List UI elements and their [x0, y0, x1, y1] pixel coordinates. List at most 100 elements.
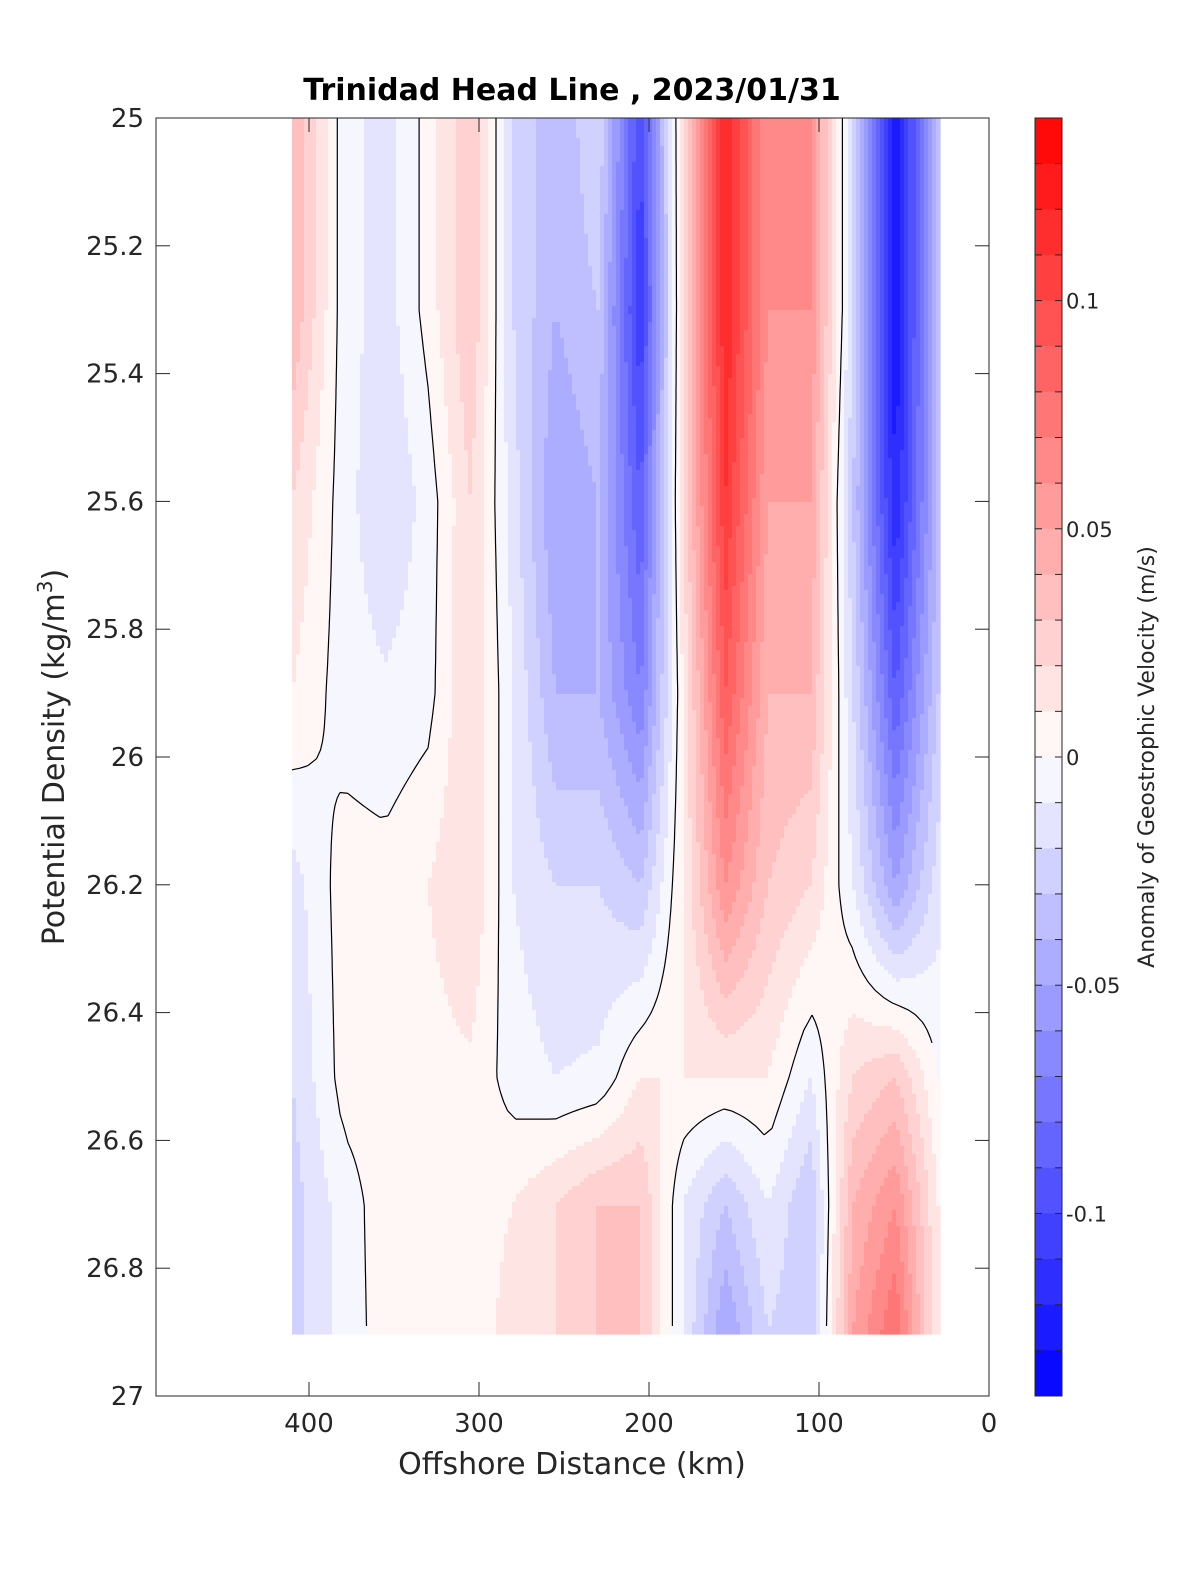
contour-cell: [408, 118, 413, 123]
contour-cell: [376, 202, 381, 207]
contour-cell: [672, 170, 677, 175]
contour-cell: [800, 158, 805, 163]
contour-cell: [568, 202, 573, 207]
contour-cell: [912, 182, 917, 187]
contour-cell: [364, 122, 369, 127]
contour-cell: [336, 214, 341, 219]
contour-cell: [752, 218, 757, 223]
contour-cell: [612, 238, 617, 243]
contour-cell: [708, 178, 713, 183]
contour-cell: [680, 198, 685, 203]
contour-cell: [536, 178, 541, 183]
contour-cell: [936, 134, 941, 139]
contour-cell: [444, 194, 449, 199]
contour-cell: [756, 150, 761, 155]
contour-cell: [868, 122, 873, 127]
contour-cell: [344, 126, 349, 131]
contour-cell: [328, 190, 333, 195]
contour-cell: [332, 178, 337, 183]
contour-cell: [536, 214, 541, 219]
contour-cell: [748, 182, 753, 187]
contour-cell: [416, 182, 421, 187]
contour-cell: [876, 118, 881, 123]
contour-cell: [808, 222, 813, 227]
contour-cell: [828, 218, 833, 223]
contour-cell: [876, 134, 881, 139]
contour-cell: [616, 166, 621, 171]
contour-cell: [796, 166, 801, 171]
contour-cell: [316, 162, 321, 167]
contour-cell: [748, 230, 753, 235]
contour-cell: [804, 226, 809, 231]
contour-cell: [740, 138, 745, 143]
contour-cell: [356, 178, 361, 183]
contour-cell: [396, 190, 401, 195]
contour-cell: [932, 214, 937, 219]
contour-cell: [720, 198, 725, 203]
contour-cell: [416, 146, 421, 151]
contour-cell: [428, 202, 433, 207]
contour-cell: [420, 198, 425, 203]
contour-cell: [724, 210, 729, 215]
contour-cell: [768, 126, 773, 131]
contour-cell: [900, 174, 905, 179]
contour-cell: [640, 130, 645, 135]
contour-cell: [864, 134, 869, 139]
contour-cell: [412, 234, 417, 239]
contour-cell: [688, 190, 693, 195]
contour-cell: [464, 218, 469, 223]
contour-cell: [460, 222, 465, 227]
contour-cell: [548, 190, 553, 195]
contour-cell: [396, 210, 401, 215]
contour-cell: [728, 214, 733, 219]
contour-cell: [916, 194, 921, 199]
contour-cell: [604, 142, 609, 147]
contour-cell: [564, 238, 569, 243]
contour-cell: [380, 134, 385, 139]
contour-cell: [864, 210, 869, 215]
contour-cell: [432, 146, 437, 151]
contour-cell: [528, 218, 533, 223]
contour-cell: [492, 162, 497, 167]
contour-cell: [432, 118, 437, 123]
contour-cell: [296, 218, 301, 223]
contour-cell: [496, 198, 501, 203]
contour-cell: [836, 218, 841, 223]
contour-cell: [540, 130, 545, 135]
contour-cell: [640, 202, 645, 207]
contour-cell: [692, 182, 697, 187]
contour-cell: [620, 206, 625, 211]
contour-cell: [416, 218, 421, 223]
contour-cell: [572, 122, 577, 127]
contour-cell: [632, 146, 637, 151]
contour-cell: [912, 126, 917, 131]
contour-cell: [820, 198, 825, 203]
contour-cell: [672, 214, 677, 219]
contour-cell: [928, 206, 933, 211]
contour-cell: [836, 234, 841, 239]
contour-cell: [896, 178, 901, 183]
contour-cell: [480, 210, 485, 215]
contour-cell: [356, 214, 361, 219]
contour-cell: [852, 194, 857, 199]
contour-cell: [480, 226, 485, 231]
contour-cell: [364, 154, 369, 159]
contour-cell: [880, 190, 885, 195]
contour-cell: [304, 174, 309, 179]
contour-cell: [704, 226, 709, 231]
contour-cell: [912, 170, 917, 175]
contour-cell: [592, 146, 597, 151]
contour-cell: [884, 118, 889, 123]
contour-cell: [760, 158, 765, 163]
contour-cell: [592, 166, 597, 171]
contour-cell: [312, 158, 317, 163]
contour-cell: [336, 234, 341, 239]
contour-cell: [396, 134, 401, 139]
contour-cell: [612, 130, 617, 135]
contour-cell: [348, 198, 353, 203]
contour-cell: [900, 170, 905, 175]
contour-cell: [316, 150, 321, 155]
contour-cell: [620, 154, 625, 159]
contour-cell: [732, 162, 737, 167]
contour-cell: [592, 222, 597, 227]
